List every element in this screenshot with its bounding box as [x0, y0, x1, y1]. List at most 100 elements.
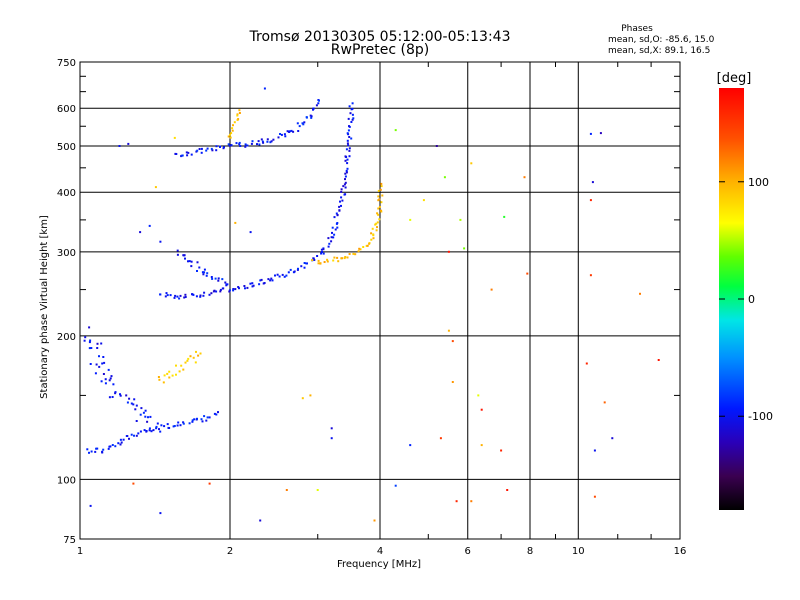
echo-point [263, 87, 266, 90]
echo-point [103, 361, 106, 364]
echo-point [262, 141, 265, 144]
echo-point [185, 151, 188, 154]
x-tick-label: 10 [572, 546, 585, 557]
echo-point [603, 401, 606, 404]
echo-point [195, 350, 197, 353]
echo-point [214, 277, 217, 280]
echo-point [215, 149, 218, 152]
echo-point [186, 154, 189, 157]
echo-point [379, 188, 382, 191]
echo-point [372, 237, 375, 240]
echo-point [343, 183, 346, 186]
echo-point [104, 378, 107, 381]
echo-point [217, 411, 219, 414]
echo-point [202, 294, 205, 297]
echo-point [503, 215, 506, 218]
echo-point [233, 121, 236, 124]
echo-point [301, 397, 304, 400]
echo-point [140, 407, 143, 410]
echo-point [183, 296, 186, 299]
echo-point [312, 108, 314, 111]
echo-point [162, 381, 165, 384]
echo-point [100, 342, 103, 345]
echo-point [201, 271, 204, 274]
echo-point [272, 138, 275, 141]
echo-point [144, 409, 147, 412]
echo-point [238, 143, 241, 146]
echo-point [89, 339, 92, 342]
echo-point [344, 193, 347, 196]
echo-point [330, 427, 333, 430]
echo-point [244, 145, 247, 148]
echo-point [296, 122, 299, 125]
echo-point [187, 151, 190, 154]
echo-point [447, 250, 450, 253]
echo-point [228, 144, 231, 147]
echo-point [372, 233, 375, 236]
echo-point [219, 290, 222, 293]
echo-point [350, 108, 353, 111]
echo-point [380, 210, 383, 213]
echo-point [312, 257, 315, 260]
echo-point [336, 226, 339, 229]
echo-point [289, 268, 292, 271]
x-tick-label: 1 [77, 546, 83, 557]
echo-point [235, 142, 238, 145]
echo-point [303, 262, 306, 264]
y-tick-label: 200 [57, 332, 76, 343]
echo-point [200, 147, 203, 150]
echo-point [480, 408, 483, 411]
echo-point [205, 274, 208, 277]
echo-point [593, 495, 596, 498]
echo-point [208, 416, 211, 419]
echo-point [109, 377, 112, 380]
echo-point [236, 113, 239, 116]
x-tick-label: 2 [227, 546, 233, 557]
echo-point [112, 383, 115, 386]
echo-point [96, 347, 99, 349]
colorbar-tick-label: 100 [748, 176, 769, 189]
echo-point [297, 130, 300, 132]
echo-point [351, 118, 354, 121]
echo-point [350, 137, 353, 140]
echo-point [168, 370, 171, 373]
y-axis-label: Stationary phase Virtual Height [km] [39, 215, 50, 399]
echo-point [348, 155, 351, 158]
echo-point [305, 116, 308, 119]
echo-point [375, 229, 378, 232]
echo-point [332, 259, 335, 262]
echo-point [165, 292, 168, 295]
echo-point [101, 450, 104, 453]
echo-point [339, 200, 341, 203]
echo-point [182, 368, 185, 371]
echo-point [331, 231, 333, 234]
echo-point [585, 362, 588, 365]
echo-point [88, 326, 91, 329]
echo-point [346, 162, 349, 165]
echo-point [156, 422, 159, 425]
echo-point [315, 104, 318, 107]
echo-point [89, 504, 92, 507]
chart-title: Tromsø 20130305 05:12:00-05:13:43 [249, 29, 511, 45]
echo-point [90, 347, 93, 349]
echo-point [335, 212, 338, 215]
echo-point [135, 404, 138, 407]
echo-point [287, 271, 290, 274]
echo-point [198, 266, 201, 269]
echo-point [95, 363, 98, 366]
echo-point [110, 375, 113, 378]
echo-point [133, 398, 136, 401]
echo-point [208, 293, 211, 296]
echo-point [333, 216, 336, 219]
echo-point [300, 265, 303, 268]
echo-point [224, 281, 227, 284]
echo-point [246, 144, 249, 147]
echo-point [358, 247, 361, 250]
echo-point [447, 329, 450, 332]
echo-point [179, 424, 182, 427]
echo-point [230, 132, 233, 135]
echo-point [288, 130, 291, 133]
echo-point [230, 144, 233, 147]
echo-point [336, 256, 339, 259]
echo-point [376, 226, 378, 229]
